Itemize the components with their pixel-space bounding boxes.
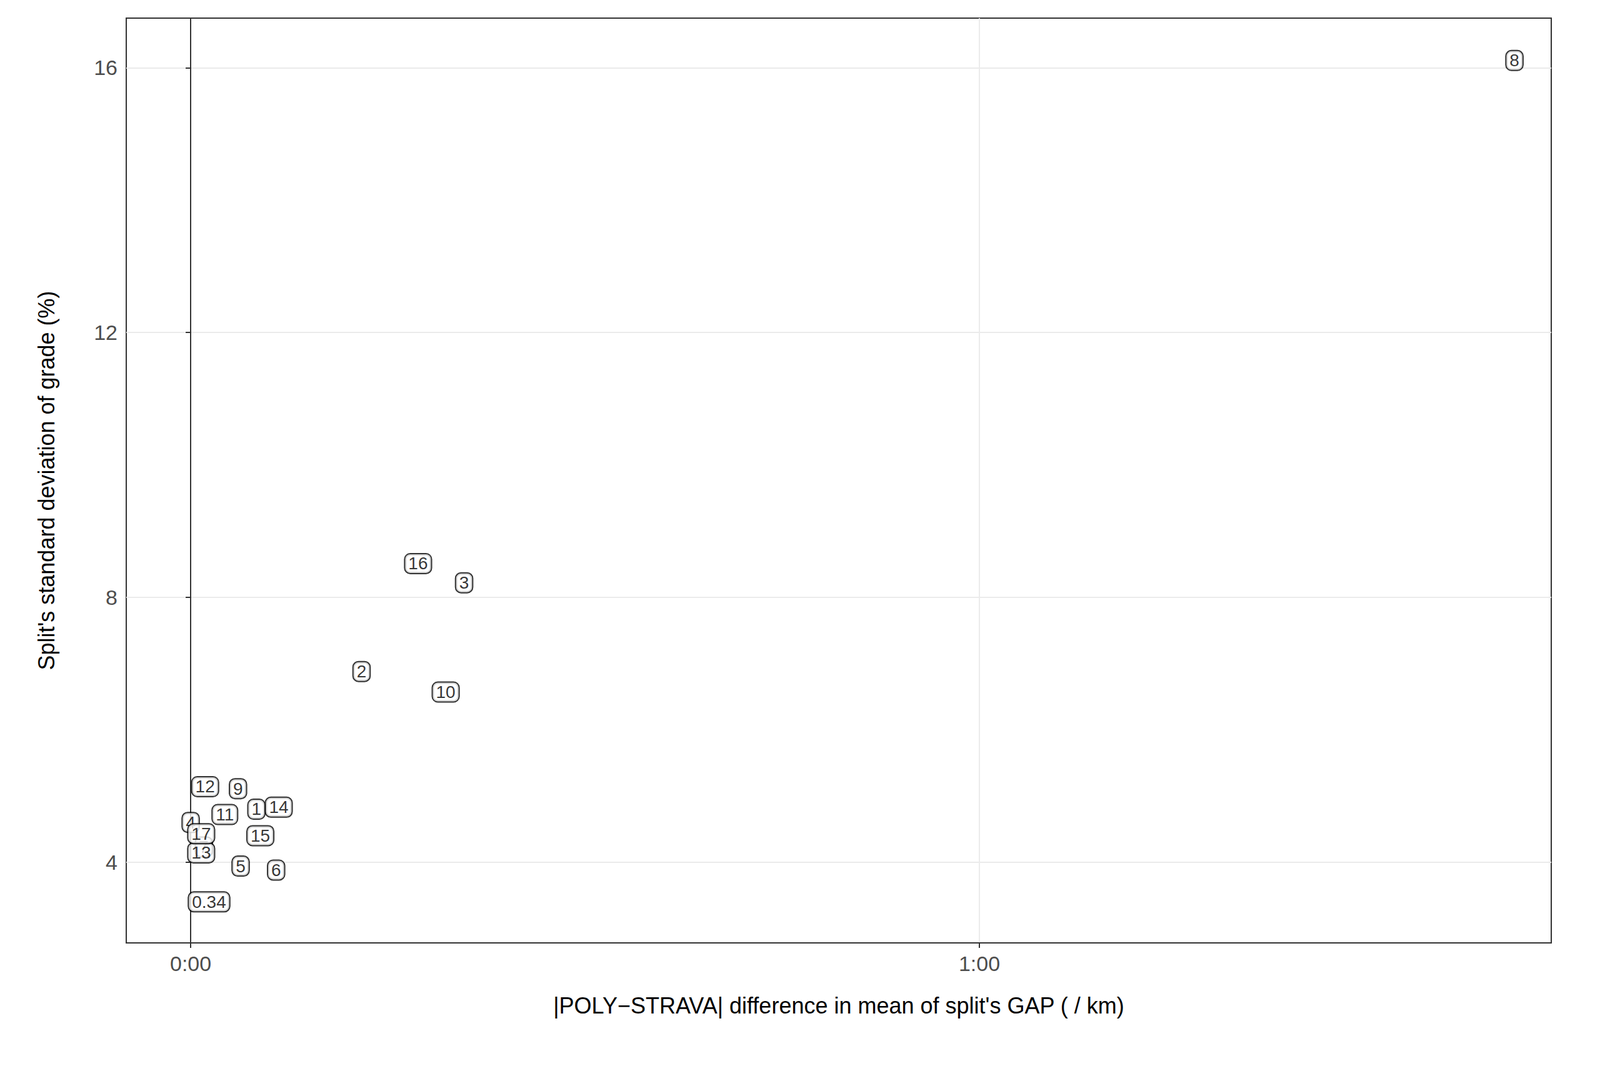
svg-text:15: 15 <box>250 826 270 846</box>
svg-text:0.34: 0.34 <box>191 892 227 912</box>
svg-text:|POLY−STRAVA| difference in me: |POLY−STRAVA| difference in mean of spli… <box>553 993 1125 1019</box>
svg-text:13: 13 <box>191 843 211 863</box>
svg-text:0:00: 0:00 <box>170 951 212 976</box>
svg-text:6: 6 <box>271 860 282 880</box>
svg-text:11: 11 <box>215 805 234 825</box>
svg-text:3: 3 <box>459 573 470 593</box>
svg-text:10: 10 <box>436 682 456 702</box>
svg-text:9: 9 <box>233 779 244 799</box>
svg-text:4: 4 <box>105 850 118 875</box>
svg-text:16: 16 <box>93 55 118 80</box>
svg-text:12: 12 <box>93 320 118 345</box>
svg-text:17: 17 <box>191 824 211 844</box>
svg-text:12: 12 <box>195 776 215 797</box>
svg-text:Split's standard deviation of: Split's standard deviation of grade (%) <box>33 290 60 670</box>
svg-text:16: 16 <box>408 553 428 574</box>
svg-text:1:00: 1:00 <box>958 951 1000 976</box>
svg-text:8: 8 <box>105 585 118 610</box>
svg-text:1: 1 <box>251 799 262 819</box>
svg-text:8: 8 <box>1509 50 1520 70</box>
svg-text:14: 14 <box>268 797 289 817</box>
svg-text:5: 5 <box>235 856 246 877</box>
svg-text:2: 2 <box>356 661 367 682</box>
svg-text:4: 4 <box>185 812 196 833</box>
